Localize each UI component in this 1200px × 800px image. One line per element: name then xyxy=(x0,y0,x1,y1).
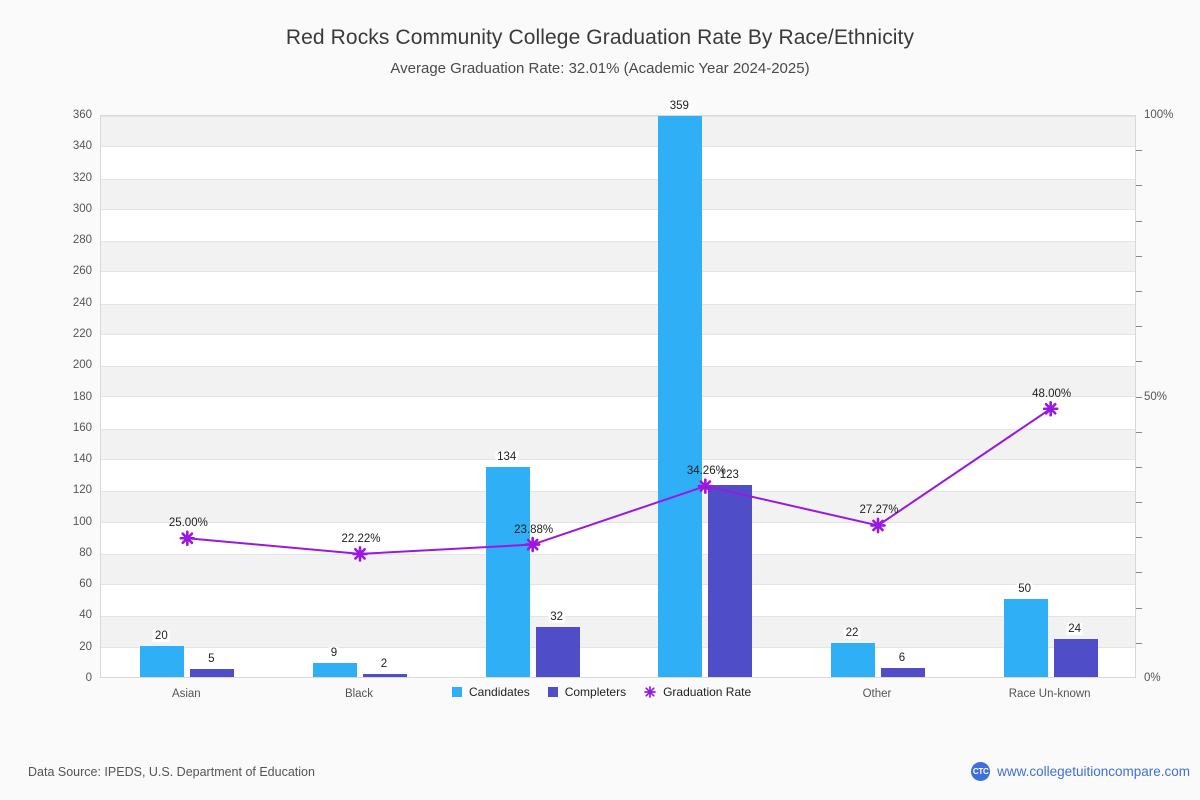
y-axis-tick-left: 360 xyxy=(72,109,92,121)
y-axis-minor-tick xyxy=(1136,502,1142,504)
y-axis-tick-left: 20 xyxy=(79,640,92,653)
bar-candidates[interactable] xyxy=(1003,598,1048,677)
y-axis-tick-left: 260 xyxy=(72,265,92,278)
y-axis-tick-left: 120 xyxy=(72,484,92,497)
legend-swatch-candidates-icon xyxy=(452,687,462,697)
bar-completers[interactable] xyxy=(535,626,580,677)
legend-label-graduation-rate: Graduation Rate xyxy=(663,685,752,699)
rate-value-label: 22.22% xyxy=(341,532,381,545)
y-axis-tick-left: 280 xyxy=(72,234,92,247)
rate-value-label: 23.88% xyxy=(514,523,554,536)
bar-candidates[interactable] xyxy=(313,662,357,677)
bar-value-candidates: 134 xyxy=(495,451,519,464)
bar-value-candidates: 359 xyxy=(667,99,691,112)
grid-band xyxy=(101,366,1135,398)
y-axis-tick-left: 300 xyxy=(72,202,92,215)
y-axis-minor-tick xyxy=(1136,326,1142,328)
rate-value-label: 34.26% xyxy=(686,465,726,478)
y-axis-minor-tick xyxy=(1136,185,1142,187)
y-axis-tick-left: 340 xyxy=(72,140,92,153)
legend-item-candidates[interactable]: Candidates xyxy=(452,685,530,699)
brand-watermark[interactable]: CTC www.collegetuitioncompare.com xyxy=(971,762,1190,781)
y-axis-minor-tick xyxy=(1136,290,1142,292)
brand-url-link[interactable]: www.collegetuitioncompare.com xyxy=(997,764,1190,779)
bar-value-completers: 5 xyxy=(206,653,217,666)
bar-completers[interactable] xyxy=(190,669,235,677)
y-axis-tick-right: 0% xyxy=(1144,672,1161,684)
legend-star-marker-icon xyxy=(644,686,656,698)
grid-band xyxy=(101,616,1135,648)
x-axis-label: Asian xyxy=(171,688,201,700)
bar-candidates[interactable] xyxy=(140,645,185,677)
page-title: Red Rocks Community College Graduation R… xyxy=(285,26,915,49)
grid-band xyxy=(101,553,1135,586)
y-axis-tick-right: 50% xyxy=(1144,390,1168,403)
rate-value-label: 48.00% xyxy=(1032,387,1072,400)
y-axis-minor-tick xyxy=(1136,396,1142,398)
bar-value-completers: 32 xyxy=(548,610,566,623)
grid-band xyxy=(101,116,1135,148)
bar-value-candidates: 20 xyxy=(152,629,170,642)
bar-value-candidates: 9 xyxy=(328,646,340,659)
bar-candidates[interactable] xyxy=(658,115,703,677)
y-axis-tick-left: 40 xyxy=(79,609,92,622)
bar-value-completers: 123 xyxy=(717,468,741,481)
bar-value-completers: 6 xyxy=(896,651,908,664)
y-axis-tick-left: 80 xyxy=(79,546,92,559)
y-axis-tick-left: 320 xyxy=(72,171,92,184)
bar-candidates[interactable] xyxy=(485,467,530,677)
x-axis-label: Other xyxy=(862,688,892,700)
rate-value-label: 27.27% xyxy=(859,504,899,517)
grid-band xyxy=(101,428,1135,461)
rate-star-marker-icon[interactable] xyxy=(1042,400,1059,417)
grid-band xyxy=(101,178,1135,210)
y-axis-minor-tick xyxy=(1136,431,1142,433)
bar-value-candidates: 22 xyxy=(843,626,861,639)
y-axis-minor-tick xyxy=(1136,361,1142,363)
data-source-note: Data Source: IPEDS, U.S. Department of E… xyxy=(28,765,315,779)
y-axis-minor-tick xyxy=(1136,607,1142,609)
y-axis-minor-tick xyxy=(1136,572,1142,574)
y-axis-tick-left: 60 xyxy=(79,578,92,591)
y-axis-minor-tick xyxy=(1136,220,1142,222)
grid-band xyxy=(101,491,1135,523)
chart-legend: Candidates Completers Graduation Rate xyxy=(446,682,758,702)
bar-value-candidates: 50 xyxy=(1016,582,1034,595)
y-axis-minor-tick xyxy=(1136,150,1142,152)
rate-value-label: 25.00% xyxy=(168,517,208,530)
y-axis-tick-left: 100 xyxy=(72,515,92,528)
rate-star-marker-icon[interactable] xyxy=(179,530,196,547)
y-axis-tick-left: 140 xyxy=(72,453,92,466)
bar-candidates[interactable] xyxy=(831,642,875,677)
y-axis-minor-tick xyxy=(1136,255,1142,257)
legend-label-candidates: Candidates xyxy=(469,685,530,699)
legend-item-completers[interactable]: Completers xyxy=(547,685,627,699)
legend-swatch-completers-icon xyxy=(547,687,558,697)
bar-value-completers: 2 xyxy=(378,657,390,670)
grid-band xyxy=(101,241,1135,273)
plot-area xyxy=(100,115,1136,678)
bar-completers[interactable] xyxy=(881,667,925,677)
x-axis-label: Race Un-known xyxy=(1008,688,1091,700)
y-axis-tick-left: 220 xyxy=(72,327,92,340)
bar-completers[interactable] xyxy=(1053,639,1098,677)
y-axis-minor-tick xyxy=(1136,642,1142,644)
y-axis-tick-left: 200 xyxy=(72,359,92,372)
legend-item-graduation-rate[interactable]: Graduation Rate xyxy=(644,685,751,699)
legend-label-completers: Completers xyxy=(564,685,627,699)
bar-completers[interactable] xyxy=(363,673,407,677)
grid-band xyxy=(101,303,1135,335)
y-axis-minor-tick xyxy=(1136,466,1142,468)
y-axis-tick-left: 240 xyxy=(72,296,92,309)
bar-value-completers: 24 xyxy=(1066,623,1084,636)
x-axis-label: Black xyxy=(344,688,374,700)
chart-subtitle: Average Graduation Rate: 32.01% (Academi… xyxy=(390,60,810,77)
y-axis-tick-left: 0 xyxy=(85,672,92,684)
y-axis-tick-right: 100% xyxy=(1144,109,1174,121)
ctc-logo-icon: CTC xyxy=(971,762,991,781)
bar-completers[interactable] xyxy=(708,484,753,677)
y-axis-tick-left: 160 xyxy=(72,421,92,434)
y-axis-tick-left: 180 xyxy=(72,390,92,403)
y-axis-minor-tick xyxy=(1136,537,1142,539)
